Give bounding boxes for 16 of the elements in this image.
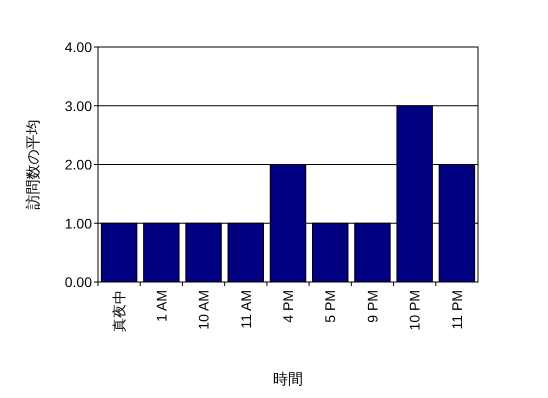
x-tick-label: 真夜中 [111, 290, 128, 332]
x-tick-label: 5 PM [322, 290, 338, 323]
x-axis-title: 時間 [273, 371, 303, 388]
y-tick-label: 1.00 [64, 215, 92, 232]
y-tick-label: 2.00 [64, 156, 92, 172]
x-tick-label: 11 AM [238, 290, 254, 329]
x-tick-label: 10 PM [406, 290, 423, 330]
x-tick-label: 1 AM [153, 290, 170, 322]
y-tick-label: 4.00 [64, 39, 92, 55]
x-tick-label: 11 PM [448, 290, 465, 330]
y-axis-title: 訪問数の平均 [25, 120, 42, 210]
x-tick-label: 10 AM [196, 290, 212, 330]
x-tick-label: 4 PM [280, 290, 296, 323]
y-tick-label: 3.00 [64, 98, 92, 114]
x-tick-label: 9 PM [364, 290, 380, 323]
y-tick-label: 0.00 [64, 274, 92, 290]
